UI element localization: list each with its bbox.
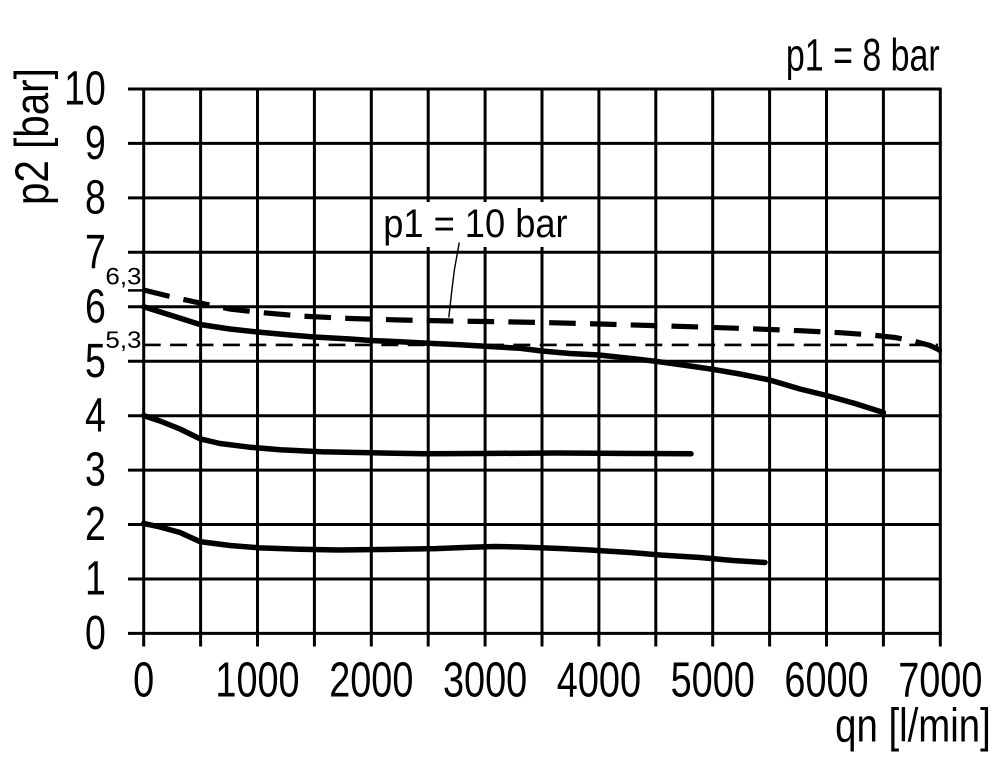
svg-text:qn [l/min]: qn [l/min] xyxy=(835,700,991,753)
svg-text:4: 4 xyxy=(85,389,106,443)
svg-text:7: 7 xyxy=(85,226,106,280)
svg-text:5000: 5000 xyxy=(671,653,755,708)
svg-text:2: 2 xyxy=(85,498,106,552)
svg-text:1000: 1000 xyxy=(215,653,299,708)
svg-text:5: 5 xyxy=(85,334,106,388)
svg-text:0: 0 xyxy=(133,653,154,708)
svg-text:6,3: 6,3 xyxy=(105,264,141,291)
svg-text:4000: 4000 xyxy=(557,653,641,708)
svg-text:9: 9 xyxy=(85,117,106,171)
svg-text:5,3: 5,3 xyxy=(105,327,141,354)
svg-text:2000: 2000 xyxy=(329,653,413,708)
svg-text:1: 1 xyxy=(85,552,106,606)
svg-text:6000: 6000 xyxy=(784,653,868,708)
svg-text:8: 8 xyxy=(85,171,106,225)
svg-text:6: 6 xyxy=(85,280,106,334)
svg-text:p1 = 8 bar: p1 = 8 bar xyxy=(786,30,940,81)
svg-text:0: 0 xyxy=(85,607,106,661)
svg-text:p2 [bar]: p2 [bar] xyxy=(5,68,58,205)
svg-text:p1 = 10 bar: p1 = 10 bar xyxy=(383,202,567,246)
svg-text:3: 3 xyxy=(85,443,106,497)
svg-text:7000: 7000 xyxy=(898,653,982,708)
svg-text:10: 10 xyxy=(64,62,106,116)
svg-text:3000: 3000 xyxy=(443,653,527,708)
